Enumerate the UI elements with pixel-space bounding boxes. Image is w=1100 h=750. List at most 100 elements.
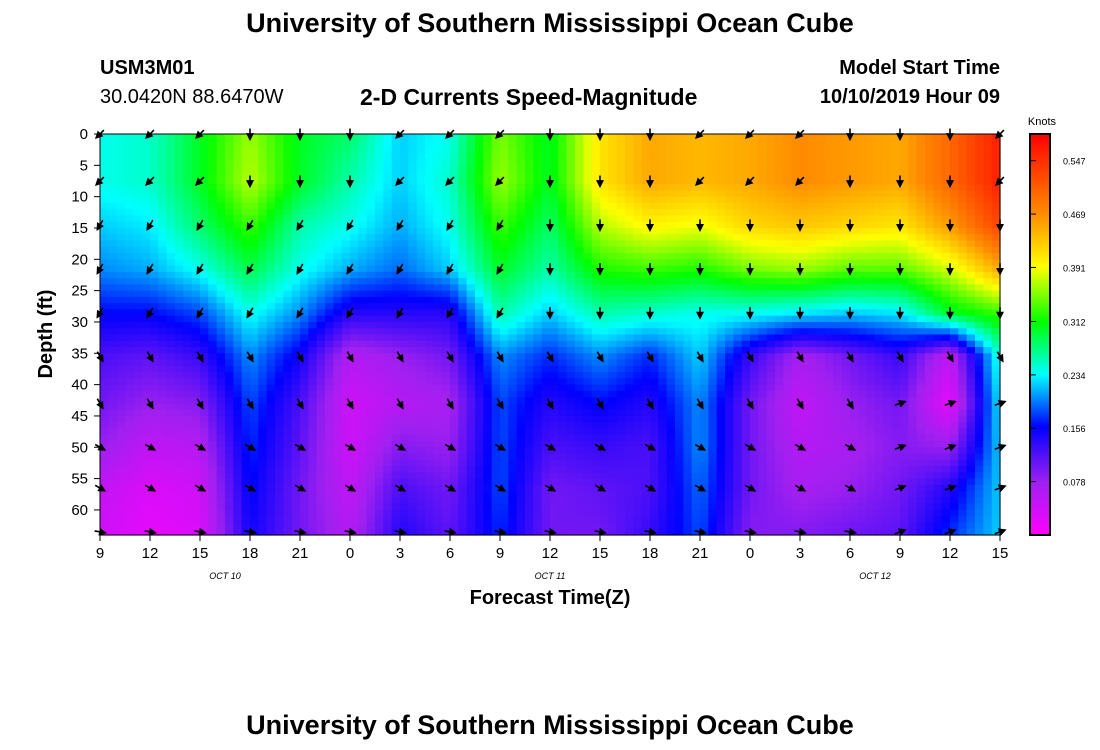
heatmap-cell (441, 321, 451, 329)
heatmap-cell (591, 434, 601, 442)
heatmap-cell (683, 284, 693, 292)
heatmap-cell (725, 491, 734, 499)
heatmap-cell (225, 278, 234, 285)
heatmap-cell (233, 140, 243, 148)
heatmap-cell (666, 177, 676, 185)
heatmap-cell (716, 359, 726, 367)
heatmap-cell (316, 340, 326, 348)
heatmap-cell (516, 171, 526, 179)
heatmap-cell (183, 434, 193, 442)
heatmap-cell (500, 359, 509, 367)
heatmap-cell (666, 378, 676, 386)
heatmap-cell (316, 428, 326, 436)
heatmap-cell (233, 509, 243, 517)
heatmap-cell (408, 315, 418, 323)
heatmap-cell (450, 491, 459, 499)
heatmap-cell (475, 340, 484, 348)
heatmap-cell (425, 441, 434, 448)
heatmap-cell (350, 303, 359, 311)
heatmap-cell (533, 246, 543, 254)
heatmap-cell (266, 315, 276, 323)
heatmap-cell (366, 353, 376, 361)
heatmap-cell (383, 315, 393, 323)
heatmap-cell (550, 215, 559, 223)
heatmap-cell (658, 409, 668, 417)
heatmap-cell (433, 441, 443, 448)
heatmap-cell (183, 309, 193, 317)
heatmap-cell (275, 491, 284, 499)
heatmap-cell (125, 441, 134, 448)
heatmap-cell (741, 296, 751, 304)
heatmap-cell (708, 184, 718, 191)
heatmap-cell (216, 196, 226, 204)
heatmap-cell (533, 184, 543, 191)
heatmap-cell (433, 403, 443, 411)
heatmap-cell (250, 246, 259, 254)
heatmap-cell (100, 215, 109, 223)
heatmap-cell (433, 321, 443, 329)
heatmap-cell (608, 466, 618, 473)
heatmap-cell (458, 409, 468, 417)
heatmap-cell (591, 190, 601, 198)
heatmap-cell (333, 134, 343, 141)
heatmap-cell (216, 428, 226, 436)
heatmap-cell (400, 384, 409, 392)
heatmap-cell (716, 240, 726, 248)
heatmap-cell (416, 528, 426, 536)
heatmap-cell (450, 159, 459, 166)
heatmap-cell (341, 340, 351, 348)
heatmap-cell (133, 165, 143, 173)
heatmap-cell (433, 303, 443, 311)
heatmap-cell (375, 497, 384, 505)
heatmap-cell (416, 240, 426, 248)
heatmap-cell (466, 466, 476, 473)
heatmap-cell (450, 409, 459, 417)
heatmap-cell (700, 284, 709, 292)
heatmap-cell (158, 397, 168, 405)
heatmap-cell (475, 221, 484, 229)
heatmap-cell (208, 484, 218, 492)
heatmap-cell (225, 472, 234, 480)
heatmap-cell (533, 253, 543, 260)
heatmap-cell (358, 340, 368, 348)
heatmap-cell (291, 328, 301, 336)
heatmap-cell (408, 497, 418, 505)
heatmap-cell (158, 221, 168, 229)
heatmap-cell (566, 202, 576, 210)
heatmap-cell (358, 284, 368, 292)
heatmap-cell (641, 278, 651, 285)
heatmap-cell (475, 209, 484, 217)
heatmap-cell (600, 165, 609, 173)
heatmap-cell (291, 159, 301, 166)
heatmap-cell (700, 397, 709, 405)
heatmap-cell (325, 334, 334, 342)
heatmap-cell (550, 227, 559, 235)
heatmap-cell (591, 478, 601, 486)
heatmap-cell (133, 190, 143, 198)
heatmap-cell (691, 240, 701, 248)
heatmap-cell (508, 271, 518, 279)
heatmap-cell (233, 190, 243, 198)
heatmap-cell (466, 171, 476, 179)
heatmap-cell (191, 516, 201, 524)
heatmap-cell (141, 303, 151, 311)
heatmap-cell (650, 359, 659, 367)
heatmap-cell (741, 284, 751, 292)
heatmap-cell (525, 159, 534, 166)
heatmap-cell (491, 271, 501, 279)
heatmap-cell (200, 271, 209, 279)
heatmap-cell (475, 522, 484, 530)
heatmap-cell (458, 227, 468, 235)
heatmap-cell (691, 190, 701, 198)
heatmap-cell (425, 265, 434, 273)
heatmap-cell (625, 397, 634, 405)
heatmap-cell (633, 365, 643, 373)
heatmap-cell (475, 227, 484, 235)
heatmap-cell (508, 478, 518, 486)
heatmap-cell (266, 284, 276, 292)
heatmap-cell (500, 296, 509, 304)
heatmap-cell (358, 334, 368, 342)
heatmap-cell (700, 134, 709, 141)
heatmap-cell (325, 447, 334, 455)
heatmap-cell (516, 321, 526, 329)
